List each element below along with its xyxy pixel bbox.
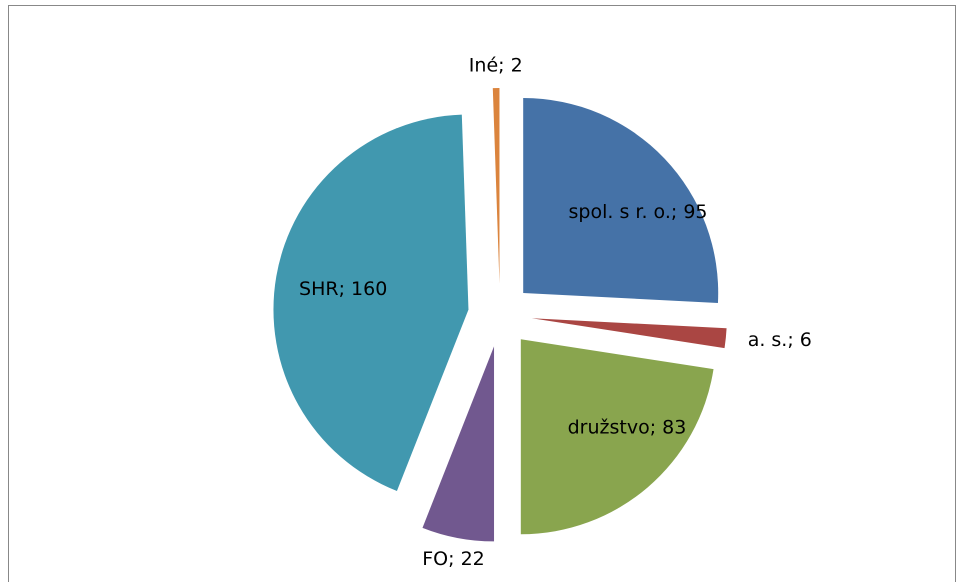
data-label: družstvo; 83	[568, 417, 687, 439]
data-label: SHR; 160	[299, 278, 387, 300]
pie-slice	[523, 97, 719, 303]
pie-slice	[273, 114, 469, 491]
pie-slice	[520, 339, 714, 535]
data-label: spol. s r. o.; 95	[569, 201, 708, 223]
data-label: a. s.; 6	[748, 329, 812, 351]
pie-slice	[531, 318, 727, 349]
pie-slice	[492, 88, 500, 284]
pie-slice	[422, 346, 495, 542]
data-label: Iné; 2	[469, 55, 523, 77]
data-label: FO; 22	[422, 548, 485, 570]
